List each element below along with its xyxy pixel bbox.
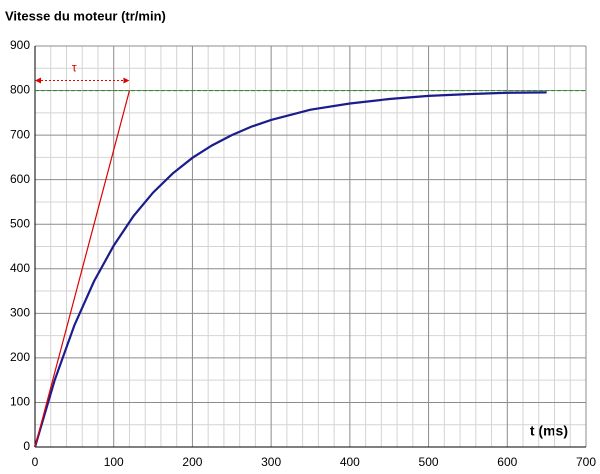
x-tick-label: 0 (32, 455, 39, 469)
y-tick-label: 400 (10, 261, 30, 275)
y-tick-label: 300 (10, 306, 30, 320)
series-line (33, 91, 547, 448)
y-tick-label: 600 (10, 172, 30, 186)
y-tick-label: 800 (10, 83, 30, 97)
annotation: τ (72, 61, 77, 75)
x-tick-label: 300 (261, 455, 281, 469)
x-tick-label: 500 (419, 455, 439, 469)
x-tick-label: 600 (497, 455, 517, 469)
y-tick-label: 700 (10, 127, 30, 141)
y-tick-label: 0 (23, 439, 30, 453)
x-tick-label: 200 (182, 455, 202, 469)
y-tick-label: 500 (10, 216, 30, 230)
series-line (34, 90, 131, 448)
x-tick-label: 400 (340, 455, 360, 469)
y-tick-label: 100 (10, 395, 30, 409)
x-tick-label: 100 (104, 455, 124, 469)
x-axis-label: t (ms) (530, 423, 568, 439)
y-tick-label: 900 (10, 38, 30, 52)
y-tick-label: 200 (10, 350, 30, 364)
chart-title: Vitesse du moteur (tr/min) (5, 8, 166, 23)
x-tick-label: 700 (576, 455, 596, 469)
